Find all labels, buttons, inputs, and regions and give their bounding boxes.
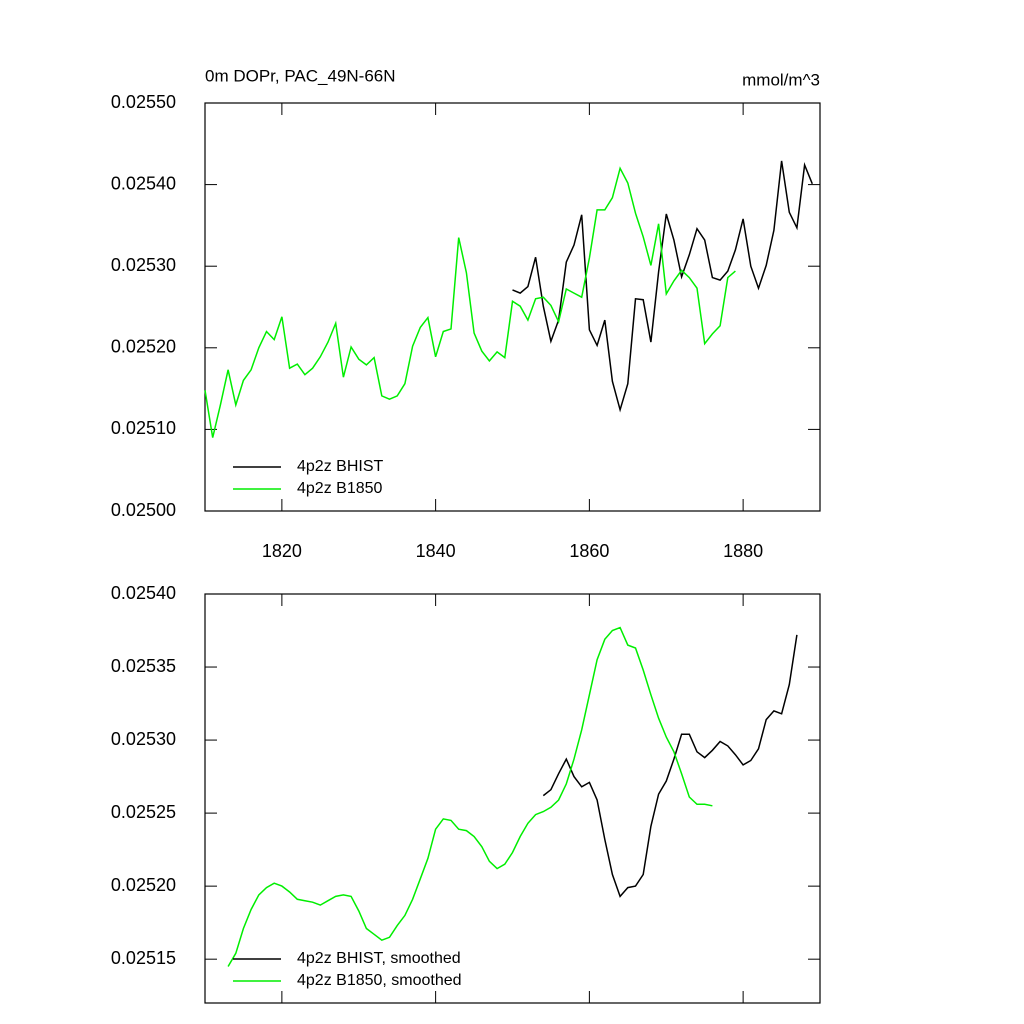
x-tick-label: 1880 [723, 541, 763, 561]
plot-frame [204, 593, 821, 1004]
chart-title: 0m DOPr, PAC_49N-66N [205, 66, 396, 85]
y-tick-label: 0.02510 [111, 418, 176, 438]
legend-label: 4p2z BHIST [297, 458, 383, 475]
series-line [512, 160, 813, 413]
legend-label: 4p2z B1850 [297, 480, 383, 497]
y-tick-label: 0.02525 [111, 802, 176, 822]
series-line [204, 166, 736, 438]
series-line [542, 634, 798, 898]
units-label: mmol/m^3 [742, 70, 820, 89]
y-tick-label: 0.02550 [111, 92, 176, 112]
x-tick-label: 1820 [262, 541, 302, 561]
legend-label: 4p2z B1850, smoothed [297, 972, 462, 989]
y-tick-label: 0.02515 [111, 948, 176, 968]
x-tick-label: 1860 [569, 541, 609, 561]
plot-frame [204, 102, 821, 512]
y-tick-label: 0.02520 [111, 875, 176, 895]
legend-label: 4p2z BHIST, smoothed [297, 950, 461, 967]
x-tick-label: 1840 [416, 541, 456, 561]
y-tick-label: 0.02530 [111, 255, 176, 275]
y-tick-label: 0.02535 [111, 656, 176, 676]
y-tick-label: 0.02530 [111, 729, 176, 749]
y-tick-label: 0.02520 [111, 337, 176, 357]
y-tick-label: 0.02500 [111, 500, 176, 520]
series-line [227, 626, 713, 967]
y-tick-label: 0.02540 [111, 583, 176, 603]
y-tick-label: 0.02540 [111, 173, 176, 193]
